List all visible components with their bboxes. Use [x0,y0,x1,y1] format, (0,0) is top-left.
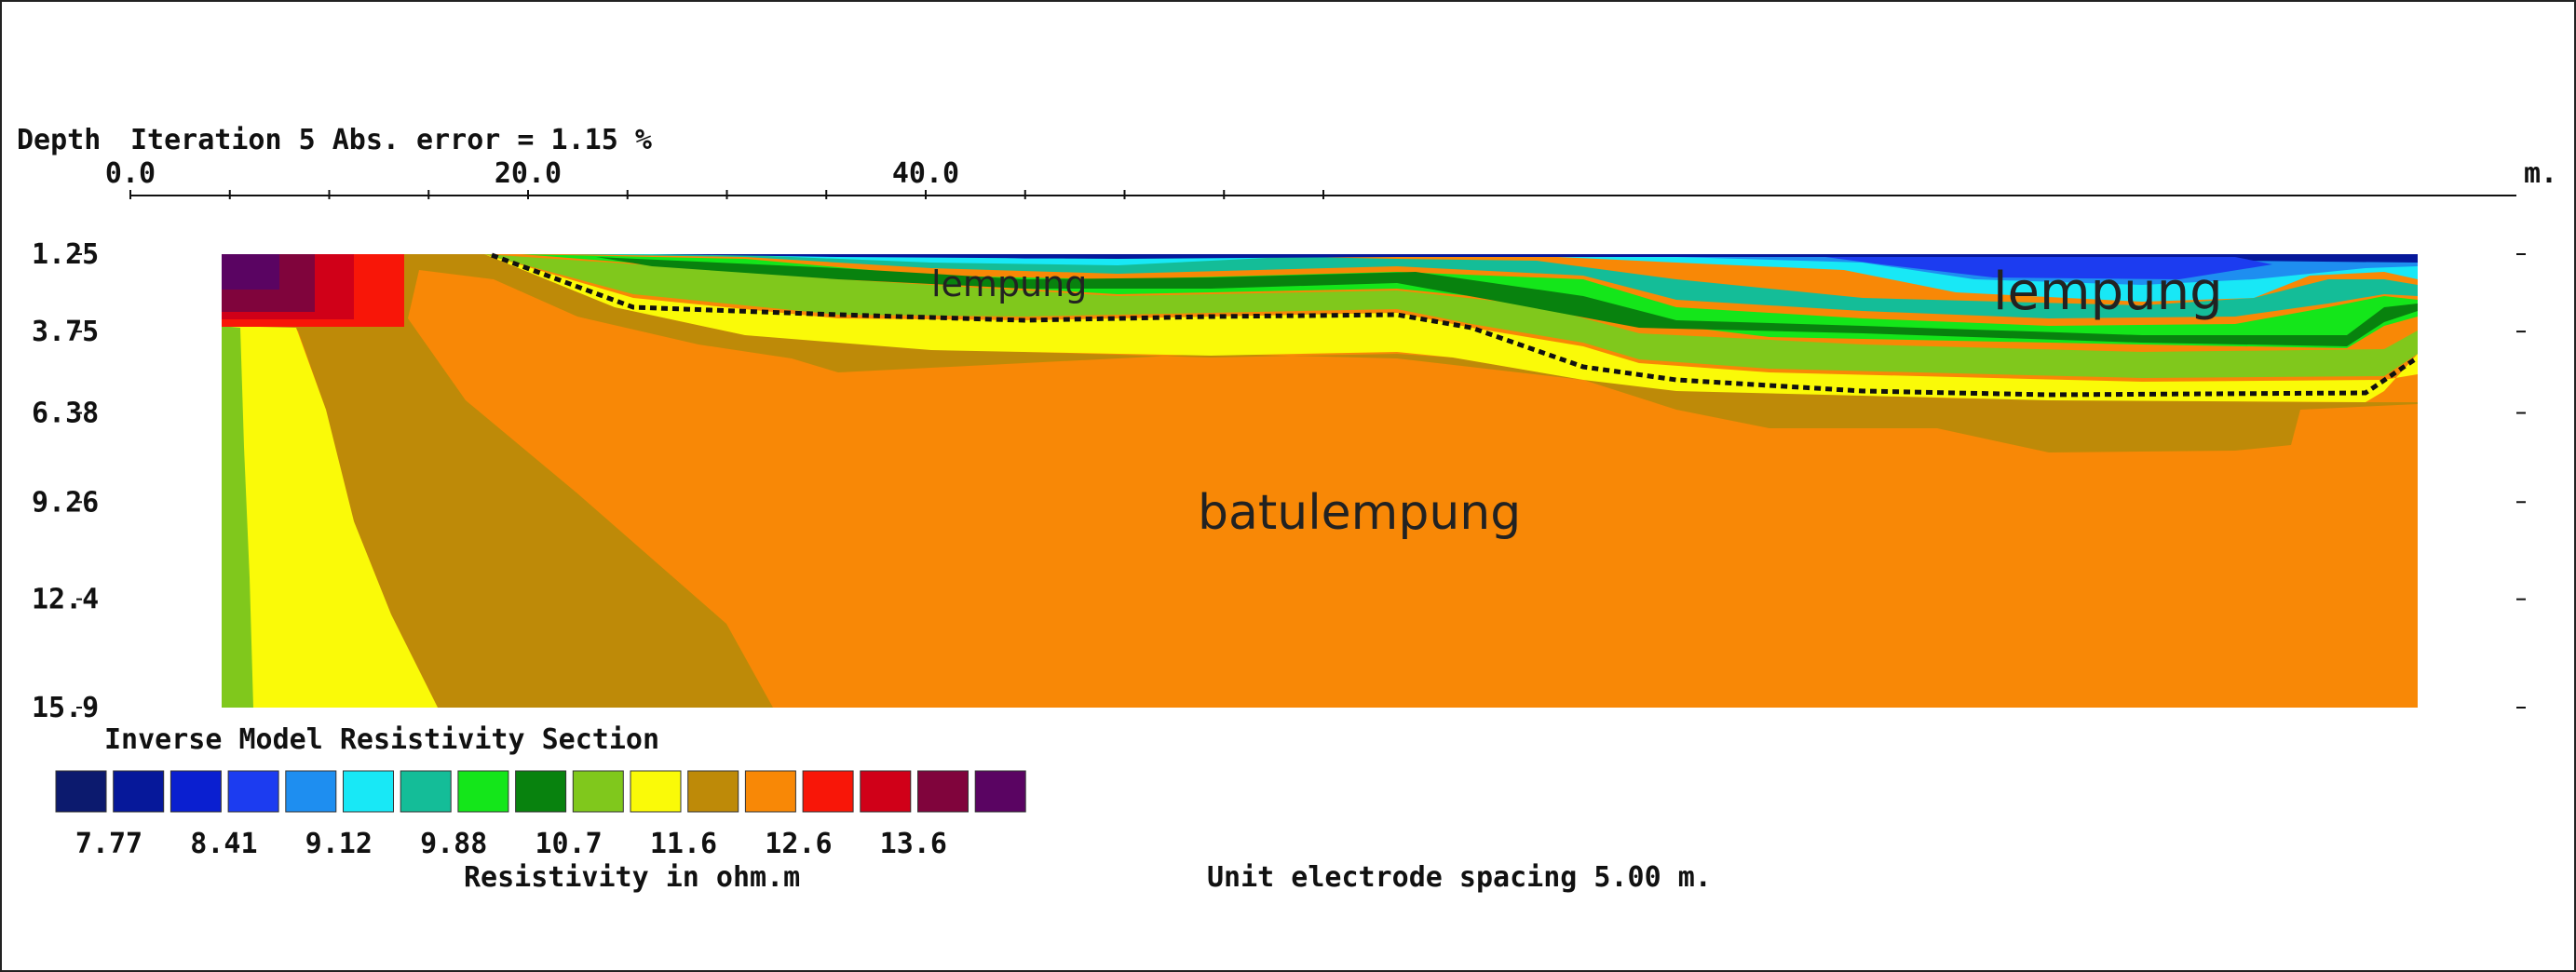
depth-label: Depth [17,124,101,156]
annotation-batulempung: batulempung [1198,485,1521,541]
x-axis-ticks [129,190,1324,199]
legend-swatch [343,770,394,813]
legend-swatch [113,770,165,813]
legend-swatch [227,770,279,813]
legend-swatch [400,770,452,813]
legend-value: 9.88 [420,828,487,860]
region-teal [559,254,2418,318]
y-tick-label: 3.75 [32,316,99,348]
legend-swatch [515,770,567,813]
annotation-lempung-right: lempung [1993,262,2223,322]
legend-value: 8.41 [190,828,257,860]
legend-swatch [687,770,739,813]
legend-swatch [917,770,969,813]
spacing-note: Unit electrode spacing 5.00 m. [1207,861,1712,894]
legend-swatch [744,770,796,813]
legend-swatch [860,770,912,813]
legend-swatch [572,770,624,813]
legend-swatch [974,770,1026,813]
x-tick-label: 40.0 [892,157,959,190]
annotation-lempung-left: lempung [931,263,1087,304]
legend-value: 11.6 [650,828,717,860]
legend-value: 13.6 [880,828,947,860]
legend-swatch [802,770,854,813]
region-light-green [484,254,2418,378]
legend-swatch [630,770,682,813]
region-blue-right [1825,257,2272,279]
region-yellow-strip [484,254,2418,402]
clay-boundary-line [491,252,2420,398]
y-tick-label: 1.25 [32,238,99,271]
iteration-text: Iteration 5 Abs. error = 1.15 % [130,124,652,156]
x-tick-label: 20.0 [495,157,562,190]
color-legend-values: 7.77 8.41 9.12 9.88 10.7 11.6 12.6 13.6 [75,828,947,860]
region-blue-top [652,254,2418,263]
resistivity-pseudosection [222,252,2420,708]
x-axis-tick-labels: 0.0 20.0 40.0 [105,157,959,190]
section-title: Inverse Model Resistivity Section [104,723,659,756]
region-purple-left [222,254,279,290]
legend-value: 7.77 [75,828,142,860]
x-tick-label: 0.0 [105,157,156,190]
region-green-strip [222,326,253,708]
unit-label: m. [2524,157,2557,190]
legend-swatch [55,770,107,813]
legend-title: Resistivity in ohm.m [464,861,800,894]
region-dark-green [596,257,2418,346]
y-axis-ticks [76,253,2526,709]
region-yellow-band [222,326,438,708]
legend-value: 12.6 [765,828,832,860]
legend-swatch [457,770,509,813]
region-brown-band [222,254,2418,708]
y-tick-label: 9.26 [32,486,99,519]
y-tick-label: 12.4 [32,584,99,616]
legend-value: 10.7 [535,828,602,860]
y-tick-label: 15.9 [32,692,99,724]
legend-value: 9.12 [305,828,373,860]
legend-swatch [169,770,222,813]
y-axis-tick-labels: 1.25 3.75 6.38 9.26 12.4 15.9 [32,238,99,724]
color-legend [55,770,1026,813]
y-tick-label: 6.38 [32,398,99,430]
legend-swatch [285,770,337,813]
